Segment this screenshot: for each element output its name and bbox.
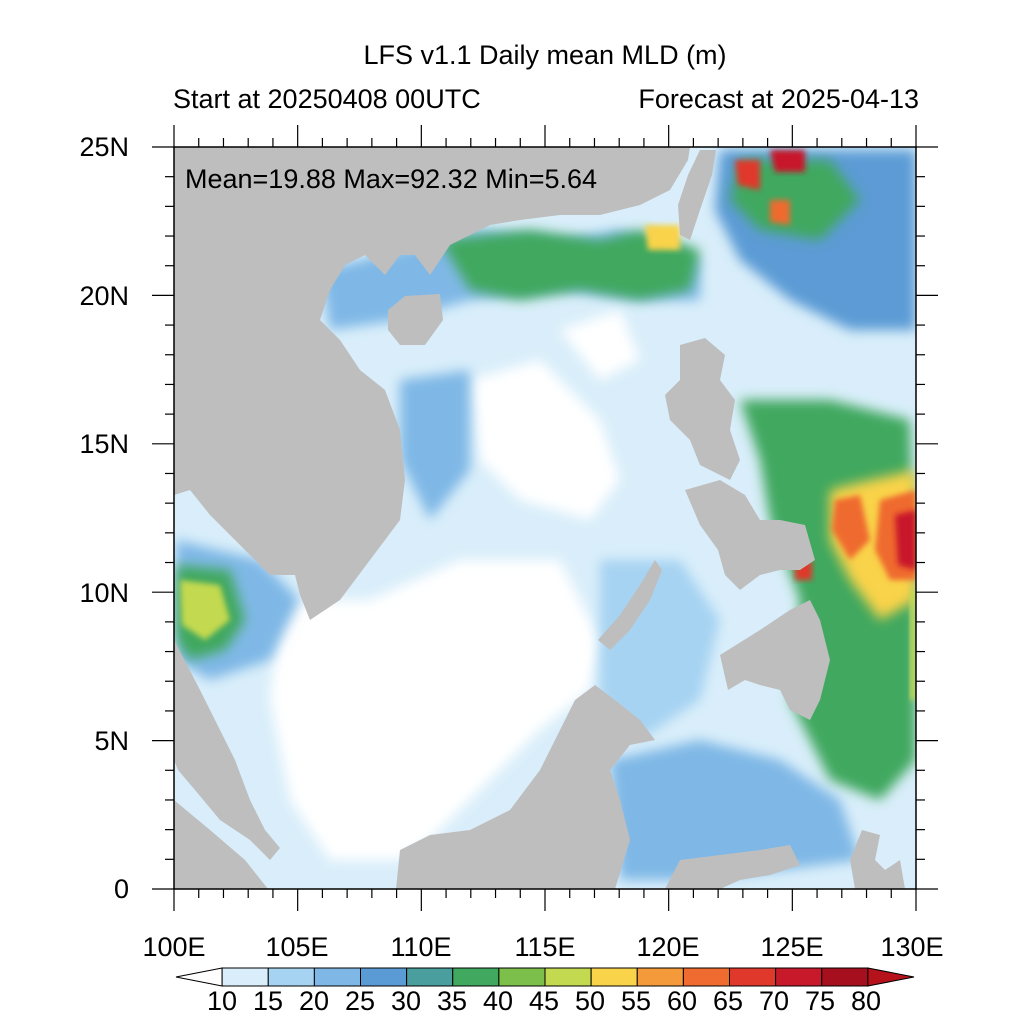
land-sulawesi bbox=[665, 845, 800, 889]
colorbar-swatch bbox=[175, 967, 223, 987]
colorbar-label: 25 bbox=[344, 986, 376, 1016]
colorbar-label: 80 bbox=[850, 986, 882, 1016]
forecast-time-label: Forecast at 2025-04-13 bbox=[638, 84, 919, 114]
lon-label-115e: 115E bbox=[514, 932, 576, 962]
mld-contour-fill bbox=[176, 150, 916, 880]
land-luzon bbox=[665, 338, 740, 480]
land-taiwan bbox=[678, 150, 716, 240]
land-halmahera bbox=[850, 830, 905, 889]
lat-label-10n: 10N bbox=[79, 578, 129, 608]
colorbar-label: 70 bbox=[758, 986, 790, 1016]
axis-ticks bbox=[152, 125, 938, 911]
colorbar-swatch bbox=[406, 967, 454, 987]
colorbar-swatch bbox=[544, 967, 592, 987]
colorbar-swatch bbox=[498, 967, 546, 987]
colorbar-label: 15 bbox=[252, 986, 284, 1016]
lon-label-100e: 100E bbox=[142, 932, 206, 962]
land bbox=[174, 147, 905, 889]
colorbar-swatch bbox=[821, 967, 869, 987]
colorbar-label: 35 bbox=[436, 986, 468, 1016]
colorbar-swatch bbox=[867, 967, 915, 987]
land-indochina bbox=[174, 147, 690, 620]
colorbar-swatch bbox=[775, 967, 823, 987]
start-time-label: Start at 20250408 00UTC bbox=[173, 84, 481, 114]
colorbar-swatch bbox=[313, 967, 361, 987]
colorbar-label: 20 bbox=[298, 986, 330, 1016]
colorbar-label: 10 bbox=[206, 986, 238, 1016]
colorbar-label: 50 bbox=[574, 986, 606, 1016]
lon-label-130e: 130E bbox=[880, 932, 944, 962]
colorbar-label: 55 bbox=[620, 986, 652, 1016]
plot-title: LFS v1.1 Daily mean MLD (m) bbox=[363, 40, 727, 70]
land-visayas bbox=[685, 480, 815, 590]
colorbar-swatch bbox=[360, 967, 408, 987]
lon-label-125e: 125E bbox=[760, 932, 824, 962]
colorbar bbox=[175, 967, 915, 987]
lon-label-110e: 110E bbox=[390, 932, 452, 962]
colorbar-label: 65 bbox=[712, 986, 744, 1016]
lat-label-20n: 20N bbox=[79, 281, 129, 311]
land-malay-peninsula bbox=[174, 640, 280, 860]
lon-label-105e: 105E bbox=[265, 932, 329, 962]
colorbar-swatch bbox=[452, 967, 500, 987]
colorbar-swatch bbox=[590, 967, 638, 987]
colorbar-swatch bbox=[636, 967, 684, 987]
colorbar-label: 75 bbox=[804, 986, 836, 1016]
lat-label-0: 0 bbox=[113, 874, 129, 904]
land-hainan bbox=[388, 294, 443, 345]
lat-label-25n: 25N bbox=[79, 132, 129, 162]
colorbar-swatch bbox=[267, 967, 315, 987]
colorbar-label: 30 bbox=[390, 986, 422, 1016]
lat-label-15n: 15N bbox=[79, 429, 129, 459]
land-borneo bbox=[396, 685, 655, 889]
colorbar-swatch bbox=[729, 967, 777, 987]
stats-label: Mean=19.88 Max=92.32 Min=5.64 bbox=[185, 164, 598, 194]
colorbar-label: 60 bbox=[666, 986, 698, 1016]
colorbar-swatch bbox=[682, 967, 730, 987]
land-palawan bbox=[598, 560, 662, 650]
colorbar-label: 40 bbox=[482, 986, 514, 1016]
lon-label-120e: 120E bbox=[636, 932, 700, 962]
land-sumatra bbox=[174, 800, 268, 889]
colorbar-swatch bbox=[221, 967, 269, 987]
colorbar-label: 45 bbox=[528, 986, 560, 1016]
lat-label-5n: 5N bbox=[94, 726, 129, 756]
land-mindanao bbox=[720, 600, 830, 720]
